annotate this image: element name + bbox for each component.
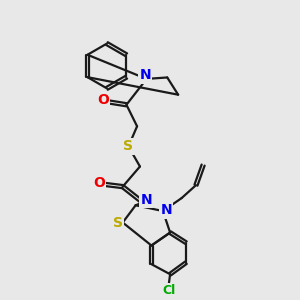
Text: N: N	[139, 68, 151, 83]
Text: O: O	[97, 93, 109, 107]
Text: S: S	[112, 216, 122, 230]
Text: O: O	[93, 176, 105, 190]
Text: N: N	[160, 203, 172, 218]
Text: Cl: Cl	[162, 284, 175, 297]
Text: S: S	[124, 140, 134, 153]
Text: N: N	[140, 193, 152, 206]
